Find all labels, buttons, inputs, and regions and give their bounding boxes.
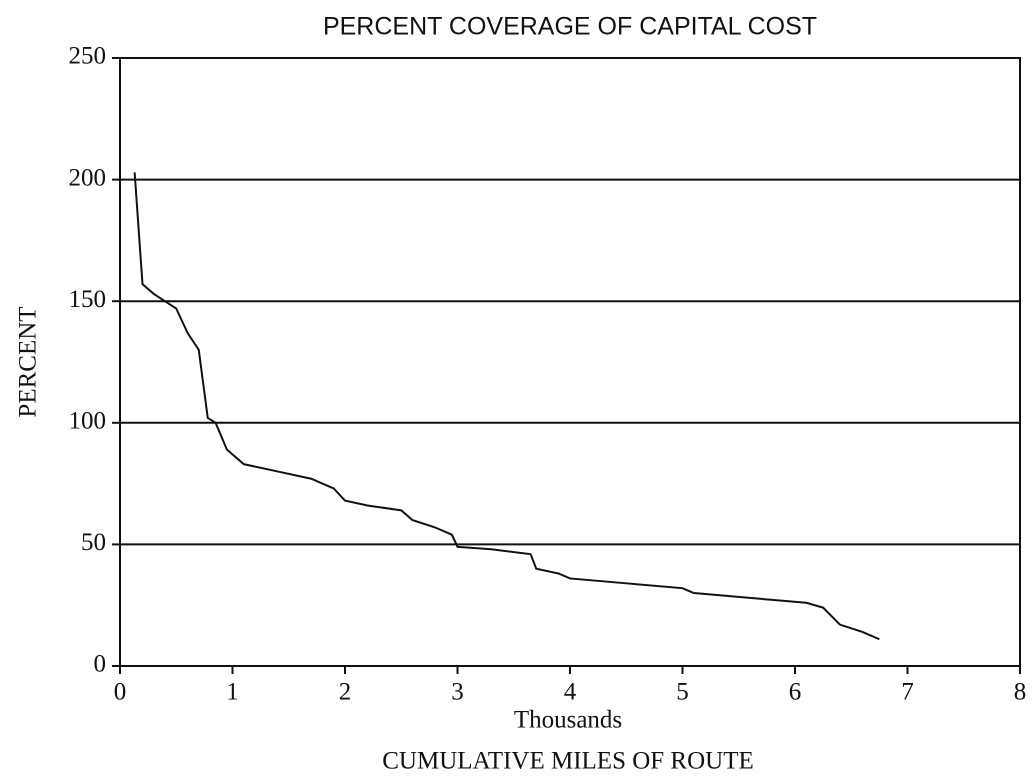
x-tick-label: 1 — [226, 679, 239, 706]
y-tick-label: 150 — [69, 286, 107, 313]
x-tick-label: 4 — [564, 679, 577, 706]
y-tick-label: 100 — [69, 408, 107, 435]
plot-frame — [119, 57, 1021, 667]
x-axis-title: CUMULATIVE MILES OF ROUTE — [382, 748, 754, 775]
x-tick-label: 7 — [901, 679, 914, 706]
y-axis-label: PERCENT — [15, 306, 42, 417]
x-tick-label: 8 — [1014, 679, 1027, 706]
x-tick-label: 6 — [789, 679, 802, 706]
x-axis-label: Thousands — [514, 707, 622, 734]
y-tick-label: 50 — [81, 529, 106, 556]
y-tick-label: 250 — [69, 43, 107, 70]
x-tick-label: 2 — [339, 679, 352, 706]
data-line — [133, 172, 880, 641]
y-tick-label: 200 — [69, 164, 107, 191]
x-tick-label: 3 — [451, 679, 464, 706]
x-tick-label: 5 — [676, 679, 689, 706]
chart-title: PERCENT COVERAGE OF CAPITAL COST — [323, 13, 817, 41]
x-tick-label: 0 — [114, 679, 127, 706]
y-tick-label: 0 — [94, 651, 107, 678]
